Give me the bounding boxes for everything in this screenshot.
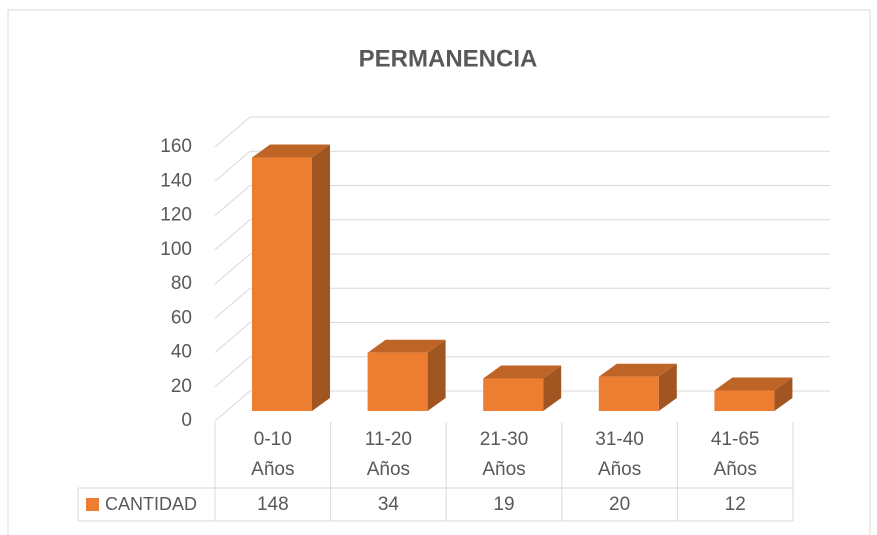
- table-value: 19: [493, 494, 514, 515]
- grid-line: [214, 322, 251, 353]
- bar-top: [252, 144, 330, 158]
- grid-line: [214, 287, 251, 319]
- y-tick-label: 100: [160, 239, 192, 260]
- chart-border: [7, 9, 871, 535]
- y-tick-label: 160: [160, 136, 192, 157]
- bar-side: [427, 339, 446, 411]
- legend-swatch: [86, 498, 99, 511]
- y-tick-label: 20: [171, 376, 192, 397]
- bar: [598, 376, 659, 411]
- x-tick-label: 0-10 Años: [251, 429, 295, 480]
- grid-line: [214, 390, 251, 422]
- bar-top: [598, 363, 677, 377]
- bar-top: [367, 339, 446, 353]
- bar: [367, 352, 428, 411]
- chart-title: PERMANENCIA: [359, 45, 538, 72]
- table-value: 148: [257, 494, 289, 515]
- y-tick-label: 140: [160, 170, 192, 191]
- y-tick-label: 0: [181, 410, 192, 431]
- x-tick-label: 21-30 Años: [479, 429, 529, 480]
- grid-line: [214, 185, 251, 216]
- bar-side: [312, 144, 330, 412]
- grid-line: [214, 150, 251, 182]
- table-value: 20: [609, 494, 630, 515]
- y-tick-label: 40: [171, 342, 192, 363]
- grid-line: [214, 219, 251, 251]
- y-tick-label: 80: [171, 273, 192, 294]
- y-tick-label: 60: [171, 307, 192, 328]
- bar: [483, 378, 544, 411]
- y-tick-label: 120: [160, 205, 192, 226]
- bar-top: [483, 365, 562, 379]
- x-tick-label: 41-65 Años: [710, 429, 760, 480]
- table-value: 34: [378, 494, 400, 515]
- table-value: 12: [725, 494, 746, 515]
- x-tick-label: 31-40 Años: [595, 429, 644, 480]
- bar-side: [774, 377, 793, 411]
- bar-top: [714, 377, 793, 391]
- grid-line: [214, 356, 251, 388]
- bar-side: [543, 365, 562, 411]
- grid-line: [214, 116, 251, 148]
- legend-label: CANTIDAD: [105, 494, 197, 514]
- bar: [252, 157, 312, 411]
- bar: [714, 390, 775, 411]
- grid-line: [214, 253, 251, 285]
- bar-side: [658, 363, 677, 411]
- x-tick-label: 11-20 Años: [364, 429, 412, 480]
